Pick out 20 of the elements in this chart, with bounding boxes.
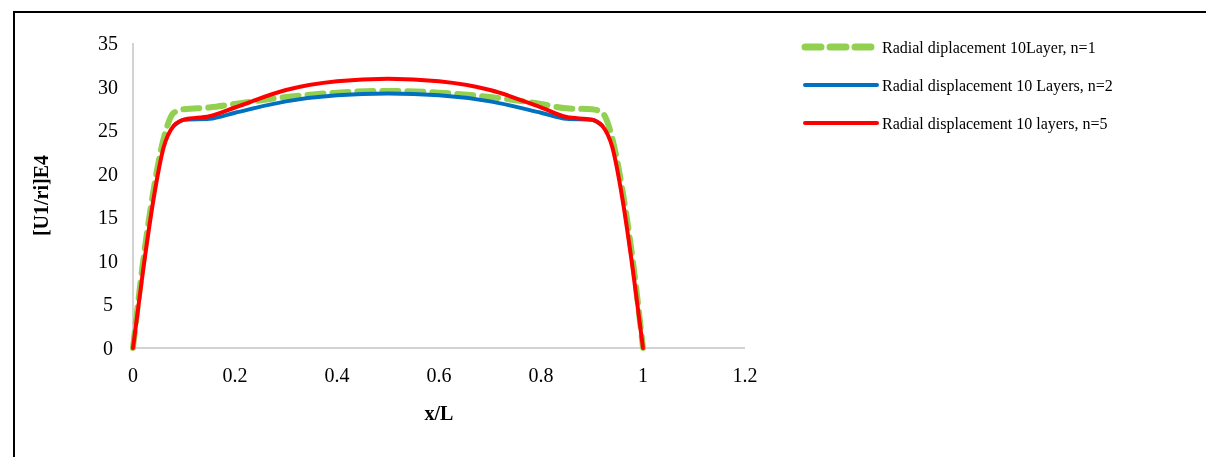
y-tick-label: 30 [98, 75, 118, 98]
y-tick-label: 10 [98, 249, 118, 272]
x-tick-label: 1 [638, 364, 648, 386]
x-axis-title: x/L [424, 402, 454, 424]
x-tick-label: 0.4 [324, 364, 350, 386]
y-tick-label: 5 [103, 293, 113, 316]
x-tick-label: 0 [128, 364, 138, 386]
x-tick-label: 1.2 [732, 364, 758, 386]
x-tick-label: 0.8 [528, 364, 554, 386]
x-tick-label: 0.6 [426, 364, 452, 386]
y-axis-title: [U1/ri]E4 [30, 154, 52, 237]
y-tick-label: 0 [103, 337, 113, 359]
y-tick-label: 25 [98, 119, 118, 142]
legend-label: Radial displacement 10 Layers, n=2 [882, 76, 1113, 95]
y-tick-label: 35 [98, 32, 118, 54]
legend-label: Radial displacement 10 layers, n=5 [882, 114, 1108, 133]
x-tick-label: 0.2 [222, 364, 248, 386]
y-tick-label: 15 [98, 206, 118, 229]
legend-label: Radial diplacement 10Layer, n=1 [882, 38, 1096, 57]
y-tick-label: 20 [98, 162, 118, 185]
